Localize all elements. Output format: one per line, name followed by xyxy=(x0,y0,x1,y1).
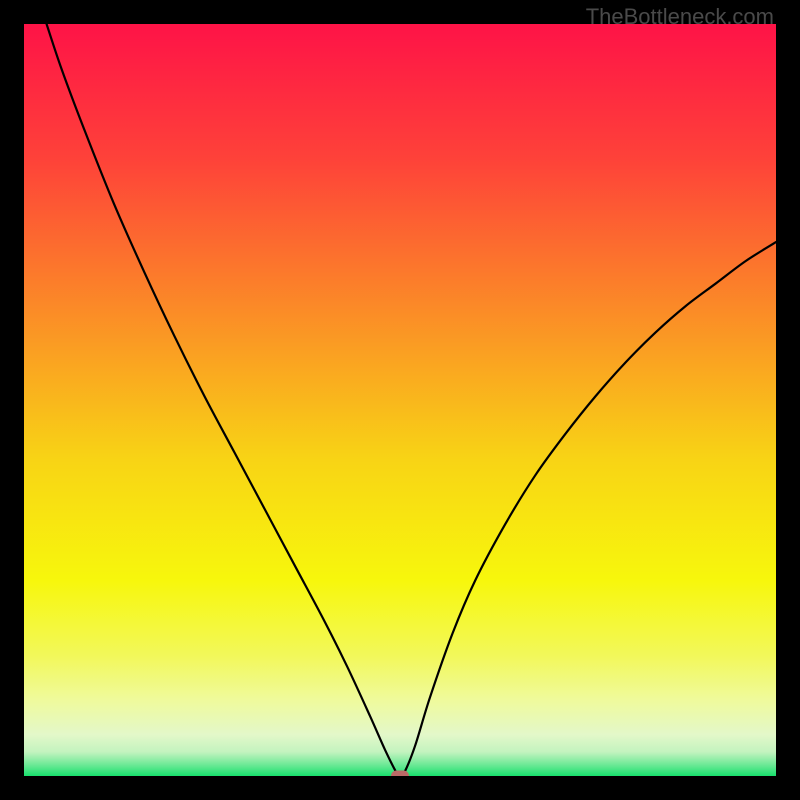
gradient-background xyxy=(24,24,776,776)
chart-container: TheBottleneck.com xyxy=(0,0,800,800)
watermark-text: TheBottleneck.com xyxy=(586,4,774,30)
plot-area xyxy=(24,24,776,776)
minimum-marker xyxy=(391,771,409,777)
